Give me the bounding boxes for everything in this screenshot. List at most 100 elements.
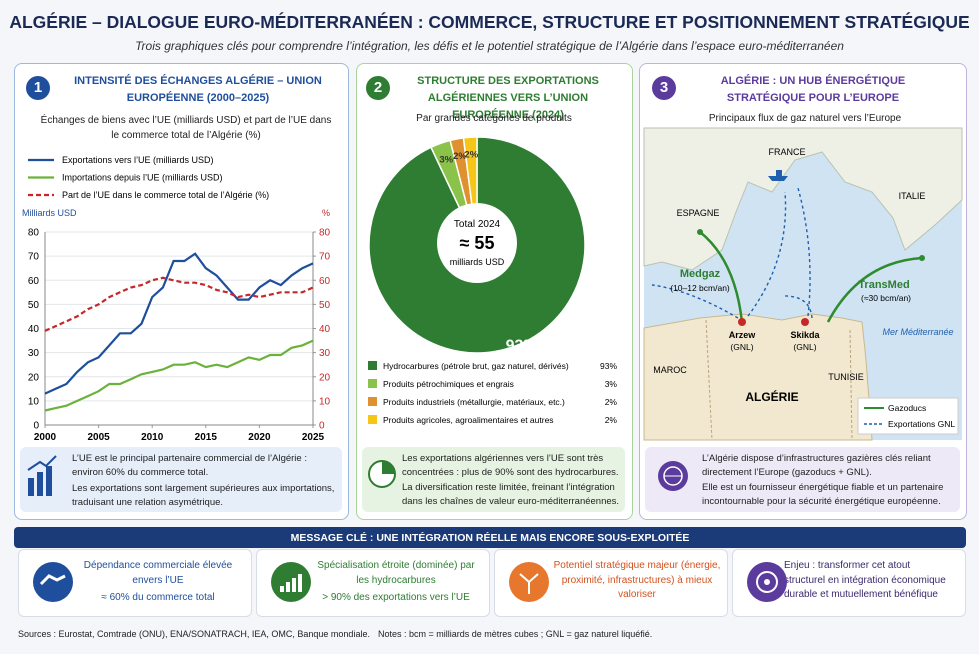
message-icon <box>280 574 302 592</box>
series-line <box>44 252 314 395</box>
note-text: La diversification reste limitée, freina… <box>402 482 620 507</box>
border <box>705 319 853 441</box>
map-legend-label: Gazoducs <box>888 403 926 413</box>
note-box <box>645 447 960 512</box>
page-title: ALGÉRIE – DIALOGUE EURO-MÉDITERRANÉEN : … <box>9 12 970 32</box>
y2-tick-label: 80 <box>319 228 331 239</box>
place: ESPAGNE <box>677 208 720 218</box>
center-text: Total 2024 <box>454 219 501 230</box>
note-text: Elle est un fournisseur énergétique fiab… <box>702 482 944 507</box>
series-line <box>44 339 314 412</box>
legend-swatch <box>368 397 377 406</box>
ship-icon <box>768 170 788 181</box>
center-text: ≈ 55 <box>460 233 495 253</box>
pie-center <box>437 203 517 283</box>
chart-title: Échanges de biens avec l’UE (milliards U… <box>40 115 332 141</box>
message-text: ≈ 60% du commerce total <box>101 592 215 603</box>
y2-tick-label: 70 <box>319 252 331 263</box>
note-text: L’UE est le principal partenaire commerc… <box>72 453 307 478</box>
message-text: Potentiel stratégique majeur (énergie, p… <box>553 560 721 600</box>
panel-number: 2 <box>366 76 390 100</box>
place: ITALIE <box>899 191 926 201</box>
y-tick-label: 40 <box>28 324 40 335</box>
sources: Sources : Eurostat, Comtrade (ONU), ENA/… <box>18 629 370 639</box>
legend-label: Part de l’UE dans le commerce total de l… <box>62 190 269 200</box>
y-tick-label: 50 <box>28 300 40 311</box>
legend-value: 2% <box>605 415 618 425</box>
y2-tick-label: 30 <box>319 348 331 359</box>
slice-label: 2% <box>453 151 467 162</box>
y2-tick-label: 0 <box>319 421 325 432</box>
panel-number: 1 <box>26 76 50 100</box>
panel-number: 3 <box>652 76 676 100</box>
terminal-name: Arzew <box>729 330 757 340</box>
notes: Notes : bcm = milliards de mètres cubes … <box>378 629 653 639</box>
pipeline-capacity: (10–12 bcm/an) <box>670 283 730 293</box>
slice-label: 2% <box>464 149 478 160</box>
y2-tick-label: 60 <box>319 276 331 287</box>
x-tick-label: 2010 <box>141 432 164 443</box>
center-text: milliards USD <box>450 257 505 267</box>
y-axis-label: Milliards USD <box>22 208 77 218</box>
message-icon <box>271 562 311 602</box>
map-legend-label: Exportations GNL <box>888 419 955 429</box>
message-bar <box>14 527 966 548</box>
legend-value: 3% <box>605 379 618 389</box>
x-tick-label: 2015 <box>195 432 218 443</box>
message-text: > 90% des exportations vers l’UE <box>322 592 470 603</box>
note-icon <box>368 460 396 488</box>
slice-label: 3% <box>439 155 453 166</box>
y2-tick-label: 40 <box>319 324 331 335</box>
terminal-type: (GNL) <box>730 342 753 352</box>
lng-flow <box>651 187 813 319</box>
legend-label: Produits industriels (métallurgie, matér… <box>383 397 565 407</box>
legend-value: 93% <box>600 361 617 371</box>
europe-land <box>643 127 963 271</box>
y-tick-label: 30 <box>28 348 40 359</box>
legend-label: Hydrocarbures (pétrole brut, gaz naturel… <box>383 361 569 371</box>
legend-swatch <box>368 415 377 424</box>
message-text: Enjeu : transformer cet atout structurel… <box>784 560 946 600</box>
pipeline <box>699 231 744 323</box>
note-text: Les exportations algériennes vers l’UE s… <box>402 453 619 478</box>
map-subtitle: Principaux flux de gaz naturel vers l’Eu… <box>708 113 902 124</box>
y-tick-label: 80 <box>28 228 40 239</box>
pipeline-name: Medgaz <box>680 268 721 280</box>
message-text: Spécialisation étroite (dominée) par les… <box>317 560 475 586</box>
message-icon <box>764 579 770 585</box>
pipeline-end <box>697 229 703 235</box>
place: Mer Méditerranée <box>882 327 953 337</box>
x-tick-label: 2020 <box>248 432 271 443</box>
chart-title: Par grandes catégories de produits <box>416 113 572 124</box>
legend-label: Importations depuis l’UE (milliards USD) <box>62 173 223 183</box>
legend-swatch <box>368 361 377 370</box>
note-icon <box>27 455 57 496</box>
note-box <box>362 447 625 512</box>
message-icon <box>756 571 778 593</box>
place: FRANCE <box>768 147 805 157</box>
place: TUNISIE <box>828 372 864 382</box>
note-icon <box>658 461 688 491</box>
place: ALGÉRIE <box>745 389 798 404</box>
note-text: Les exportations sont largement supérieu… <box>72 483 335 508</box>
map-legend <box>857 397 959 435</box>
y-tick-label: 70 <box>28 252 40 263</box>
note-text: L’Algérie dispose d’infrastructures gazi… <box>702 453 931 478</box>
message-icon <box>33 562 73 602</box>
slice-label: 93% <box>506 337 538 354</box>
y2-tick-label: 20 <box>319 372 331 383</box>
pipeline-end <box>919 255 925 261</box>
message-text: Dépendance commerciale élevée envers l’U… <box>83 560 233 586</box>
y-tick-label: 60 <box>28 276 40 287</box>
terminal-name: Skikda <box>790 330 820 340</box>
axis <box>44 232 314 426</box>
terminal <box>801 318 809 326</box>
place: MAROC <box>653 365 687 375</box>
message-icon <box>519 573 539 594</box>
x-tick-label: 2005 <box>87 432 110 443</box>
pipeline-capacity: (≈30 bcm/an) <box>861 293 911 303</box>
y2-axis-label: % <box>322 208 330 218</box>
